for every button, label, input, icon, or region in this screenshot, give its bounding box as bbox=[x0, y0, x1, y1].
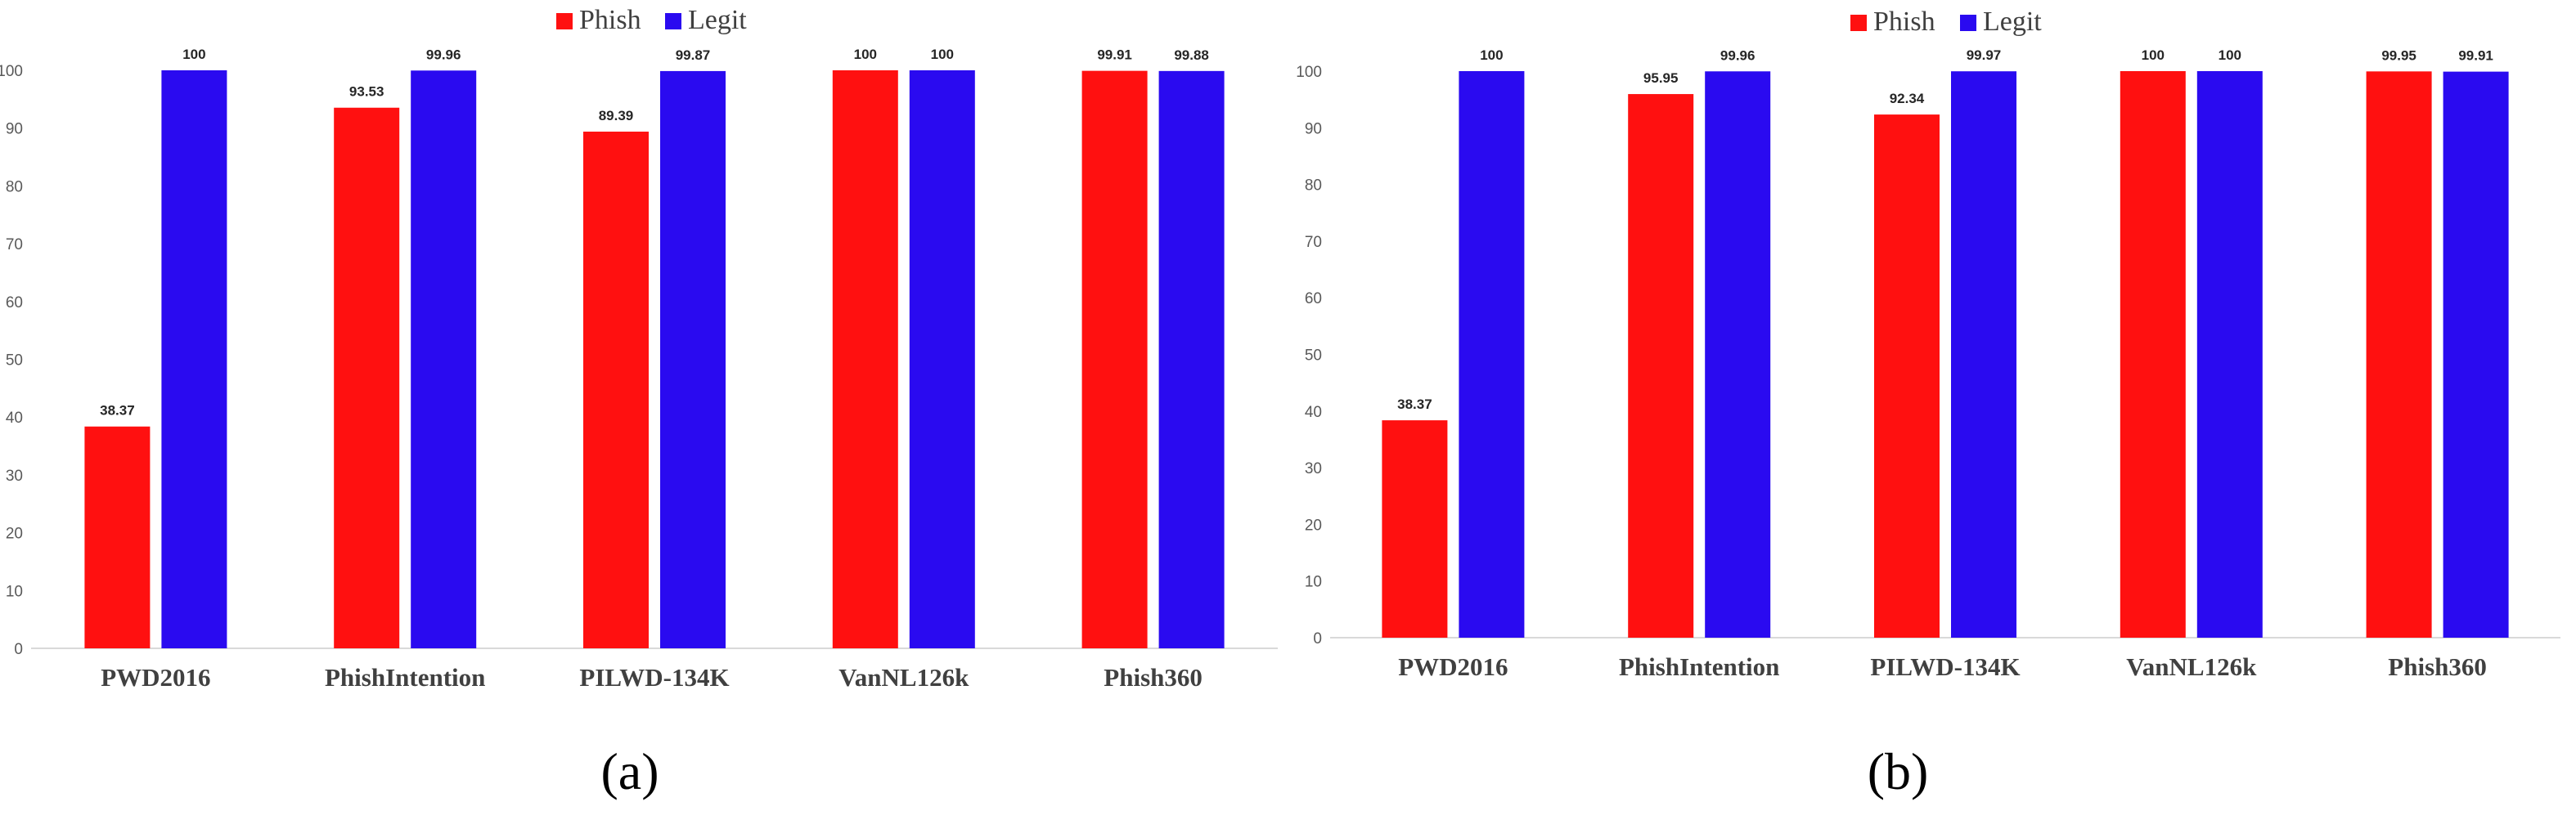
category-label: VanNL126k bbox=[838, 663, 969, 692]
y-tick-label: 40 bbox=[6, 410, 23, 427]
y-tick-label: 50 bbox=[1305, 347, 1322, 365]
panel-label: (b) bbox=[1868, 742, 1929, 800]
data-label: 99.91 bbox=[1097, 47, 1132, 63]
legend-label-phish: Phish bbox=[579, 5, 641, 35]
y-tick-label: 30 bbox=[6, 468, 23, 485]
category-label: PWD2016 bbox=[101, 663, 210, 692]
y-tick-label: 50 bbox=[6, 352, 23, 370]
y-tick-label: 70 bbox=[1305, 234, 1322, 251]
data-label: 99.96 bbox=[1720, 47, 1756, 63]
y-tick-label: 10 bbox=[1305, 574, 1322, 591]
y-tick-label: 30 bbox=[1305, 460, 1322, 477]
legend-swatch-legit bbox=[1960, 15, 1976, 31]
bar-legit bbox=[2196, 71, 2263, 638]
bar-phish bbox=[1874, 114, 1940, 638]
y-tick-label: 60 bbox=[1305, 290, 1322, 307]
legend: Phish Legit bbox=[1850, 7, 2042, 37]
bar-legit bbox=[411, 70, 477, 649]
legend-swatch-legit bbox=[665, 13, 681, 29]
bar-legit bbox=[660, 70, 726, 649]
legend-label-legit: Legit bbox=[688, 5, 747, 35]
data-label: 100 bbox=[2142, 47, 2165, 63]
y-tick-label: 90 bbox=[1305, 120, 1322, 137]
data-label: 89.39 bbox=[599, 108, 634, 123]
legend-swatch-phish bbox=[556, 13, 573, 29]
data-label: 100 bbox=[854, 47, 877, 62]
data-label: 100 bbox=[1480, 47, 1503, 63]
category-label: PhishIntention bbox=[325, 663, 485, 692]
y-tick-label: 0 bbox=[1313, 630, 1322, 647]
bar-phish bbox=[583, 132, 649, 648]
bar-legit bbox=[1951, 71, 2016, 639]
y-tick-label: 20 bbox=[6, 526, 23, 543]
data-label: 100 bbox=[931, 47, 954, 62]
y-tick-label: 90 bbox=[6, 121, 23, 138]
bar-legit bbox=[909, 70, 975, 648]
bar-phish bbox=[1628, 94, 1694, 638]
data-label: 99.97 bbox=[1967, 47, 2002, 63]
category-label: Phish360 bbox=[2388, 652, 2487, 681]
data-label: 99.88 bbox=[1174, 47, 1209, 63]
bar-legit bbox=[2443, 71, 2509, 638]
data-label: 99.95 bbox=[2381, 47, 2416, 63]
legend-label-phish: Phish bbox=[1873, 7, 1935, 37]
bar-phish bbox=[2120, 71, 2186, 638]
y-tick-label: 80 bbox=[6, 178, 23, 195]
data-label: 100 bbox=[2219, 47, 2241, 63]
y-tick-label: 100 bbox=[0, 63, 23, 80]
y-tick-label: 60 bbox=[6, 294, 23, 311]
bar-legit bbox=[1705, 71, 1771, 638]
data-label: 92.34 bbox=[1890, 91, 1925, 106]
y-tick-label: 100 bbox=[1296, 64, 1322, 81]
data-label: 38.37 bbox=[1397, 397, 1432, 412]
chart-panel-a: 0 10 20 30 40 50 60 70 80 90 100 38.37 100 PWD2016 93.… bbox=[0, 5, 1278, 800]
category-label: Phish360 bbox=[1104, 663, 1203, 692]
category-label: PhishIntention bbox=[1619, 652, 1779, 681]
category-label: PILWD-134K bbox=[579, 663, 729, 692]
bar-phish bbox=[832, 70, 898, 648]
legend-label-legit: Legit bbox=[1983, 7, 2042, 37]
legend: Phish Legit bbox=[556, 5, 747, 35]
bar-phish bbox=[2366, 71, 2432, 638]
data-label: 100 bbox=[182, 47, 205, 62]
panel-label: (a) bbox=[600, 742, 659, 800]
bar-phish bbox=[1382, 420, 1448, 638]
y-tick-label: 10 bbox=[6, 583, 23, 600]
data-label: 95.95 bbox=[1643, 70, 1679, 86]
bar-legit bbox=[161, 70, 227, 648]
bar-legit bbox=[1459, 71, 1525, 638]
data-label: 99.96 bbox=[426, 47, 461, 62]
category-label: PILWD-134K bbox=[1870, 652, 2020, 681]
category-label: PWD2016 bbox=[1398, 652, 1508, 681]
data-label: 38.37 bbox=[100, 403, 135, 419]
legend-swatch-phish bbox=[1850, 15, 1867, 31]
data-label: 99.91 bbox=[2458, 48, 2493, 64]
bar-legit bbox=[1158, 70, 1225, 649]
y-tick-label: 40 bbox=[1305, 404, 1322, 421]
category-label: VanNL126k bbox=[2126, 652, 2257, 681]
data-label: 99.87 bbox=[676, 47, 711, 63]
chart-panel-b: 0 10 20 30 40 50 60 70 80 90 100 38.37 100 PWD2016 95.… bbox=[1296, 7, 2560, 800]
bar-phish bbox=[1081, 70, 1148, 649]
data-label: 93.53 bbox=[349, 84, 384, 100]
y-tick-label: 20 bbox=[1305, 517, 1322, 534]
y-tick-label: 0 bbox=[14, 641, 23, 658]
bar-phish bbox=[84, 426, 151, 648]
y-tick-label: 80 bbox=[1305, 177, 1322, 195]
bar-phish bbox=[334, 107, 400, 648]
y-tick-label: 70 bbox=[6, 236, 23, 253]
